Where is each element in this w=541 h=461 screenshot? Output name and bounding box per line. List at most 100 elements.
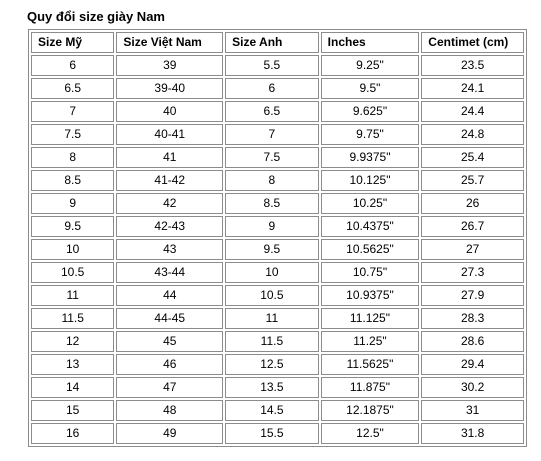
cell-us-size: 6: [31, 55, 115, 76]
cell-us-size: 11: [31, 285, 115, 306]
cell-uk-size: 14.5: [225, 400, 319, 421]
cell-vn-size: 47: [116, 377, 224, 398]
cell-inches: 11.875": [320, 377, 420, 398]
table-row: 13 46 12.5 11.5625" 29.4: [31, 354, 524, 375]
cell-centimeters: 27.3: [421, 262, 524, 283]
cell-vn-size: 49: [116, 423, 224, 444]
cell-uk-size: 12.5: [225, 354, 319, 375]
cell-uk-size: 7.5: [225, 147, 319, 168]
column-header-us-size: Size Mỹ: [31, 32, 115, 53]
cell-us-size: 9.5: [31, 216, 115, 237]
cell-vn-size: 39: [116, 55, 224, 76]
table-row: 6.5 39-40 6 9.5" 24.1: [31, 78, 524, 99]
cell-vn-size: 41-42: [116, 170, 224, 191]
cell-centimeters: 31: [421, 400, 524, 421]
table-row: 6 39 5.5 9.25" 23.5: [31, 55, 524, 76]
cell-inches: 10.75": [320, 262, 420, 283]
table-body: 6 39 5.5 9.25" 23.5 6.5 39-40 6 9.5" 24.1 7 40 6.5 9.…: [31, 55, 524, 444]
cell-uk-size: 6.5: [225, 101, 319, 122]
cell-us-size: 8: [31, 147, 115, 168]
cell-vn-size: 42: [116, 193, 224, 214]
table-row: 12 45 11.5 11.25" 28.6: [31, 331, 524, 352]
cell-uk-size: 10.5: [225, 285, 319, 306]
cell-inches: 11.25": [320, 331, 420, 352]
cell-centimeters: 23.5: [421, 55, 524, 76]
table-row: 11.5 44-45 11 11.125" 28.3: [31, 308, 524, 329]
table-row: 8 41 7.5 9.9375" 25.4: [31, 147, 524, 168]
cell-vn-size: 39-40: [116, 78, 224, 99]
cell-inches: 12.1875": [320, 400, 420, 421]
cell-centimeters: 30.2: [421, 377, 524, 398]
cell-us-size: 13: [31, 354, 115, 375]
table-row: 10.5 43-44 10 10.75" 27.3: [31, 262, 524, 283]
table-row: 14 47 13.5 11.875" 30.2: [31, 377, 524, 398]
cell-us-size: 16: [31, 423, 115, 444]
cell-uk-size: 15.5: [225, 423, 319, 444]
cell-us-size: 10.5: [31, 262, 115, 283]
cell-us-size: 14: [31, 377, 115, 398]
page-title: Quy đổi size giày Nam: [27, 9, 165, 24]
cell-inches: 9.5": [320, 78, 420, 99]
cell-inches: 11.125": [320, 308, 420, 329]
cell-uk-size: 9: [225, 216, 319, 237]
table-row: 9 42 8.5 10.25" 26: [31, 193, 524, 214]
cell-us-size: 7: [31, 101, 115, 122]
cell-vn-size: 43: [116, 239, 224, 260]
cell-us-size: 15: [31, 400, 115, 421]
cell-uk-size: 11: [225, 308, 319, 329]
table-header-row: Size Mỹ Size Việt Nam Size Anh Inches Ce…: [31, 32, 524, 53]
cell-inches: 11.5625": [320, 354, 420, 375]
cell-centimeters: 24.8: [421, 124, 524, 145]
cell-vn-size: 42-43: [116, 216, 224, 237]
cell-vn-size: 43-44: [116, 262, 224, 283]
cell-inches: 10.5625": [320, 239, 420, 260]
table-row: 10 43 9.5 10.5625" 27: [31, 239, 524, 260]
cell-centimeters: 28.6: [421, 331, 524, 352]
cell-vn-size: 46: [116, 354, 224, 375]
table-row: 11 44 10.5 10.9375" 27.9: [31, 285, 524, 306]
cell-centimeters: 24.4: [421, 101, 524, 122]
cell-us-size: 6.5: [31, 78, 115, 99]
cell-vn-size: 40: [116, 101, 224, 122]
cell-inches: 9.625": [320, 101, 420, 122]
cell-centimeters: 27: [421, 239, 524, 260]
cell-uk-size: 7: [225, 124, 319, 145]
cell-us-size: 10: [31, 239, 115, 260]
column-header-centimeters: Centimet (cm): [421, 32, 524, 53]
cell-uk-size: 11.5: [225, 331, 319, 352]
cell-us-size: 12: [31, 331, 115, 352]
cell-inches: 10.125": [320, 170, 420, 191]
cell-inches: 12.5": [320, 423, 420, 444]
cell-us-size: 7.5: [31, 124, 115, 145]
cell-vn-size: 41: [116, 147, 224, 168]
cell-centimeters: 28.3: [421, 308, 524, 329]
cell-centimeters: 26.7: [421, 216, 524, 237]
cell-inches: 10.25": [320, 193, 420, 214]
table-row: 7 40 6.5 9.625" 24.4: [31, 101, 524, 122]
cell-uk-size: 6: [225, 78, 319, 99]
cell-uk-size: 13.5: [225, 377, 319, 398]
cell-inches: 10.4375": [320, 216, 420, 237]
cell-uk-size: 8: [225, 170, 319, 191]
table-row: 16 49 15.5 12.5" 31.8: [31, 423, 524, 444]
table-row: 7.5 40-41 7 9.75" 24.8: [31, 124, 524, 145]
cell-centimeters: 25.7: [421, 170, 524, 191]
cell-vn-size: 40-41: [116, 124, 224, 145]
cell-inches: 9.9375": [320, 147, 420, 168]
column-header-inches: Inches: [320, 32, 420, 53]
cell-centimeters: 31.8: [421, 423, 524, 444]
cell-centimeters: 27.9: [421, 285, 524, 306]
cell-us-size: 11.5: [31, 308, 115, 329]
cell-us-size: 9: [31, 193, 115, 214]
cell-uk-size: 9.5: [225, 239, 319, 260]
size-conversion-table: Size Mỹ Size Việt Nam Size Anh Inches Ce…: [28, 29, 527, 447]
cell-vn-size: 44-45: [116, 308, 224, 329]
cell-centimeters: 25.4: [421, 147, 524, 168]
cell-centimeters: 29.4: [421, 354, 524, 375]
cell-vn-size: 48: [116, 400, 224, 421]
cell-uk-size: 10: [225, 262, 319, 283]
column-header-vn-size: Size Việt Nam: [116, 32, 224, 53]
table-row: 9.5 42-43 9 10.4375" 26.7: [31, 216, 524, 237]
cell-vn-size: 45: [116, 331, 224, 352]
column-header-uk-size: Size Anh: [225, 32, 319, 53]
